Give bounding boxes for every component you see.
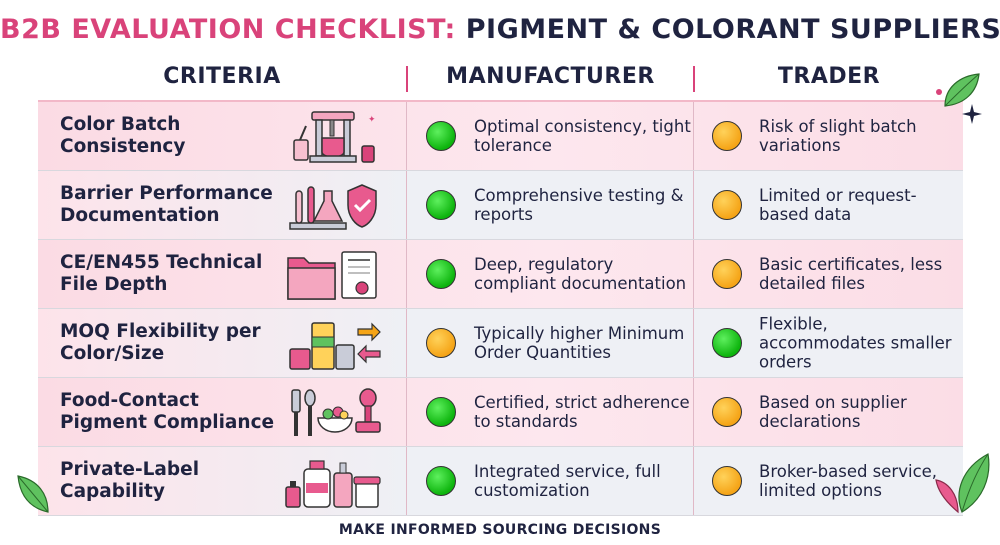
mixing-machine-icon: ✦: [293, 111, 376, 163]
kitchen-stamp-icon: [291, 388, 381, 436]
column-divider: [406, 447, 407, 515]
trader-cell: Basic certificates, less detailed files: [759, 255, 943, 293]
header-manufacturer: MANUFACTURER: [446, 64, 655, 89]
lab-shield-icon: [289, 184, 377, 230]
column-headers: CRITERIA MANUFACTURER TRADER: [38, 64, 963, 98]
criterion-label: CE/EN455 Technical File Depth: [60, 252, 263, 295]
header-divider: [693, 66, 695, 92]
svg-text:✦: ✦: [368, 115, 376, 125]
brand-bottles-icon: [285, 460, 381, 508]
leaf-decoration-icon: [935, 453, 990, 514]
header-criteria: CRITERIA: [163, 64, 281, 89]
status-indicator: [712, 259, 742, 289]
criterion-label: Barrier Performance Documentation: [60, 183, 273, 226]
trader-cell: Risk of slight batch variations: [759, 117, 917, 155]
footer-tagline: MAKE INFORMED SOURCING DECISIONS: [338, 522, 662, 538]
table-row: Food-Contact Pigment Compliance Certifie…: [38, 378, 963, 447]
column-divider: [406, 171, 407, 239]
status-indicator: [712, 121, 742, 151]
column-divider: [406, 309, 407, 377]
manufacturer-cell: Certified, strict adherence to standards: [474, 393, 690, 431]
checklist-table: Color Batch Consistency ✦ Optimal consis…: [38, 100, 963, 516]
page-title: B2B EVALUATION CHECKLIST: PIGMENT & COLO…: [0, 14, 1000, 45]
manufacturer-cell: Optimal consistency, tight tolerance: [474, 117, 691, 155]
table-row: Barrier Performance Documentation Compre…: [38, 171, 963, 240]
table-row: CE/EN455 Technical File Depth Deep, regu…: [38, 240, 963, 309]
trader-cell: Flexible, accommodates smaller orders: [759, 314, 952, 372]
criterion-label: Private-Label Capability: [60, 459, 200, 502]
folder-certificate-icon: [287, 251, 377, 300]
status-indicator: [426, 328, 456, 358]
status-indicator: [712, 397, 742, 427]
title-part-2: PIGMENT & COLORANT SUPPLIERS: [465, 14, 1000, 45]
column-divider: [693, 240, 694, 308]
criterion-label: Food-Contact Pigment Compliance: [60, 390, 275, 433]
sparkle-icon: [962, 104, 982, 124]
table-row: Private-Label Capability Integrated serv…: [38, 447, 963, 516]
column-divider: [693, 171, 694, 239]
manufacturer-cell: Integrated service, full customization: [474, 462, 661, 500]
column-divider: [693, 378, 694, 446]
column-divider: [406, 102, 407, 170]
trader-cell: Limited or request-based data: [759, 186, 917, 224]
header-divider: [406, 66, 408, 92]
column-divider: [693, 309, 694, 377]
column-divider: [693, 102, 694, 170]
paint-cans-icon: [289, 322, 381, 370]
status-indicator: [712, 466, 742, 496]
status-indicator: [426, 397, 456, 427]
trader-cell: Based on supplier declarations: [759, 393, 907, 431]
column-divider: [406, 240, 407, 308]
status-indicator: [712, 328, 742, 358]
column-divider: [693, 447, 694, 515]
column-divider: [406, 378, 407, 446]
status-indicator: [426, 121, 456, 151]
manufacturer-cell: Comprehensive testing & reports: [474, 186, 684, 224]
status-indicator: [426, 466, 456, 496]
status-indicator: [712, 190, 742, 220]
criterion-label: MOQ Flexibility per Color/Size: [60, 321, 261, 364]
status-indicator: [426, 259, 456, 289]
table-row: Color Batch Consistency ✦ Optimal consis…: [38, 102, 963, 171]
status-indicator: [426, 190, 456, 220]
manufacturer-cell: Deep, regulatory compliant documentation: [474, 255, 687, 293]
table-row: MOQ Flexibility per Color/Size Typically…: [38, 309, 963, 378]
leaf-decoration-icon: [936, 73, 980, 107]
header-trader: TRADER: [777, 64, 881, 89]
trader-cell: Broker-based service, limited options: [759, 462, 938, 500]
title-part-1: B2B EVALUATION CHECKLIST:: [0, 14, 456, 45]
manufacturer-cell: Typically higher Minimum Order Quantitie…: [474, 324, 685, 362]
criterion-label: Color Batch Consistency: [60, 114, 186, 157]
leaf-decoration-icon: [17, 475, 49, 513]
